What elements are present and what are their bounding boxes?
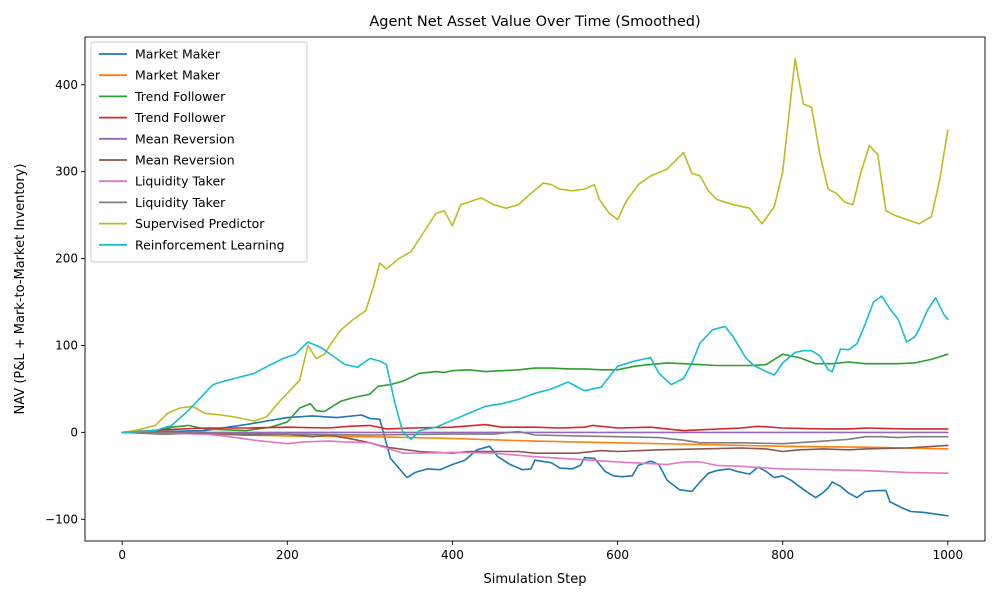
series-layer bbox=[121, 57, 949, 517]
series-line-6 bbox=[121, 431, 949, 474]
y-tick-label: 400 bbox=[55, 78, 78, 92]
legend-entry: Trend Follower bbox=[134, 110, 226, 125]
legend-entry: Supervised Predictor bbox=[135, 216, 265, 231]
series-line-9 bbox=[121, 295, 949, 441]
legend-entry: Trend Follower bbox=[134, 89, 226, 104]
legend-entry: Market Maker bbox=[135, 47, 221, 62]
x-tick-label: 400 bbox=[441, 548, 464, 562]
x-tick-label: 600 bbox=[606, 548, 629, 562]
x-axis: 0 200 400 600 800 1000 bbox=[118, 541, 963, 562]
y-tick-label: −100 bbox=[45, 512, 78, 526]
y-tick-label: 100 bbox=[55, 338, 78, 352]
y-tick-label: 200 bbox=[55, 252, 78, 266]
series-line-5 bbox=[121, 431, 949, 454]
y-tick-label: 300 bbox=[55, 165, 78, 179]
legend-entry: Mean Reversion bbox=[135, 153, 235, 168]
y-tick-label: 0 bbox=[70, 425, 78, 439]
legend-entry: Market Maker bbox=[135, 68, 221, 83]
series-line-8 bbox=[121, 57, 949, 434]
x-tick-label: 200 bbox=[276, 548, 299, 562]
x-tick-label: 0 bbox=[118, 548, 126, 562]
x-axis-label: Simulation Step bbox=[484, 572, 587, 587]
legend: Market Maker Market Maker Trend Follower Tr… bbox=[90, 41, 308, 263]
x-tick-label: 800 bbox=[771, 548, 794, 562]
series-line-0 bbox=[121, 414, 949, 517]
legend-entry: Mean Reversion bbox=[135, 131, 235, 146]
x-tick-label: 1000 bbox=[933, 548, 964, 562]
chart-title: Agent Net Asset Value Over Time (Smoothe… bbox=[369, 14, 700, 30]
series-line-7 bbox=[121, 430, 949, 445]
y-axis: −100 0 100 200 300 400 bbox=[45, 78, 85, 526]
legend-entry: Liquidity Taker bbox=[135, 174, 226, 189]
legend-entry: Reinforcement Learning bbox=[135, 237, 285, 252]
series-line-2 bbox=[121, 353, 949, 434]
series-line-3 bbox=[121, 423, 949, 434]
y-axis-label: NAV (P&L + Mark-to-Market Inventory) bbox=[13, 164, 28, 415]
plot-frame bbox=[84, 36, 986, 542]
legend-entry: Liquidity Taker bbox=[135, 195, 226, 210]
legend-box bbox=[90, 41, 308, 263]
